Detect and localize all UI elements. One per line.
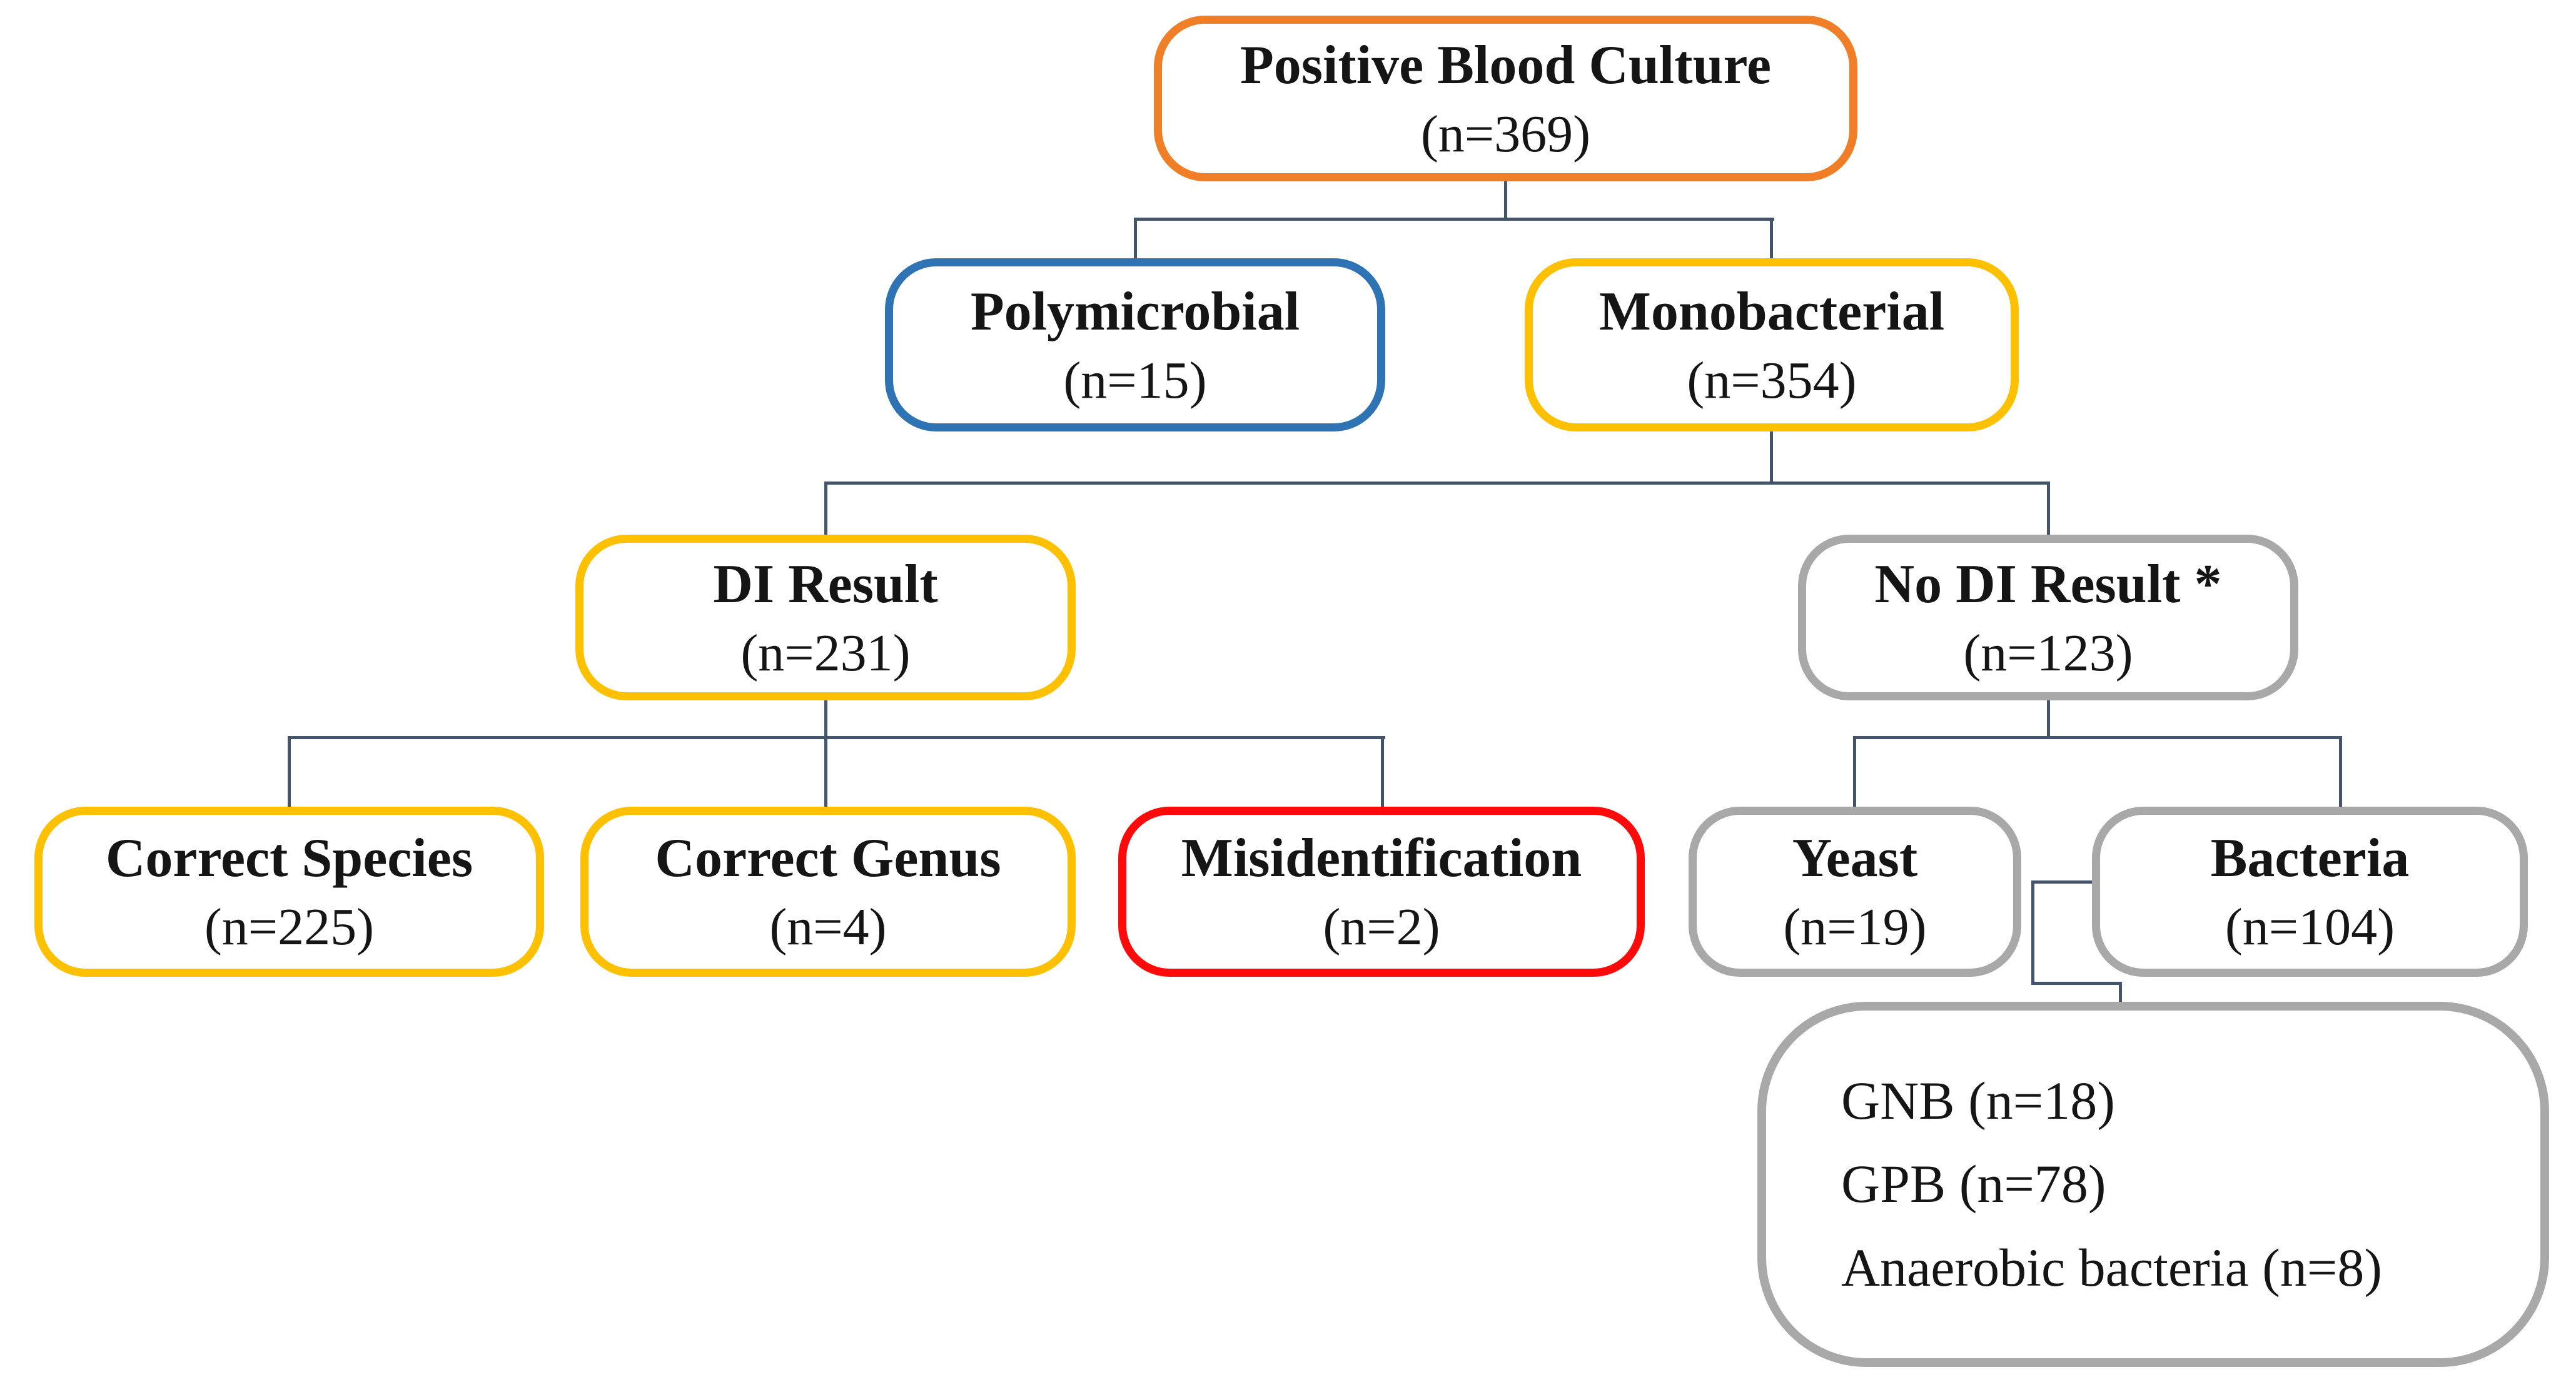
connector: [2047, 482, 2050, 537]
node-count: (n=104): [2225, 898, 2395, 957]
node-count: (n=369): [1420, 104, 1591, 163]
node-label: Positive Blood Culture: [1240, 34, 1772, 96]
connector: [1381, 736, 1384, 809]
node-label: Yeast: [1792, 828, 1918, 889]
node-label: Misidentification: [1181, 828, 1582, 889]
connector: [1134, 218, 1137, 261]
node-label: Polymicrobial: [970, 281, 1300, 342]
node-label: Correct Genus: [655, 828, 1001, 889]
node-count: (n=4): [769, 898, 887, 957]
node-monobacterial: Monobacterial (n=354): [1525, 258, 2019, 431]
connector: [2339, 736, 2342, 809]
breakdown-line-gnb: GNB (n=18): [1841, 1071, 2115, 1131]
connector: [2031, 880, 2094, 884]
connector: [2119, 982, 2122, 1007]
node-count: (n=15): [1063, 351, 1207, 410]
node-misidentification: Misidentification (n=2): [1118, 807, 1645, 977]
connector: [1770, 430, 1773, 484]
node-count: (n=19): [1783, 898, 1927, 957]
node-positive-blood-culture: Positive Blood Culture (n=369): [1154, 16, 1857, 181]
node-count: (n=225): [204, 898, 375, 957]
connector: [1853, 736, 2342, 739]
connector: [1853, 736, 1856, 809]
node-correct-genus: Correct Genus (n=4): [580, 807, 1076, 977]
node-di-result: DI Result (n=231): [575, 535, 1076, 700]
node-count: (n=231): [740, 623, 911, 682]
node-polymicrobial: Polymicrobial (n=15): [885, 258, 1385, 431]
connector: [1770, 218, 1773, 261]
connector: [288, 736, 1385, 739]
connector: [2031, 880, 2034, 985]
node-label: No DI Result *: [1874, 553, 2222, 615]
breakdown-line-gpb: GPB (n=78): [1841, 1154, 2106, 1214]
node-count: (n=354): [1687, 351, 1857, 410]
connector: [2047, 699, 2050, 739]
connector: [1134, 218, 1774, 221]
node-yeast: Yeast (n=19): [1689, 807, 2021, 977]
node-count: (n=123): [1963, 623, 2133, 682]
node-label: DI Result: [713, 553, 938, 615]
connector: [1504, 180, 1507, 220]
connector: [2031, 982, 2122, 985]
node-bacteria: Bacteria (n=104): [2092, 807, 2528, 977]
node-bacteria-breakdown: GNB (n=18) GPB (n=78) Anaerobic bacteria…: [1757, 1002, 2549, 1367]
connector: [824, 736, 827, 809]
node-label: Correct Species: [105, 828, 473, 889]
node-no-di-result: No DI Result * (n=123): [1798, 535, 2298, 700]
connector: [824, 699, 827, 739]
connector: [824, 482, 827, 537]
breakdown-line-anaerobic: Anaerobic bacteria (n=8): [1841, 1237, 2383, 1298]
connector: [824, 482, 2050, 485]
node-correct-species: Correct Species (n=225): [34, 807, 544, 977]
connector: [288, 736, 291, 809]
node-count: (n=2): [1323, 898, 1440, 957]
node-label: Bacteria: [2210, 828, 2410, 889]
node-label: Monobacterial: [1599, 281, 1945, 342]
